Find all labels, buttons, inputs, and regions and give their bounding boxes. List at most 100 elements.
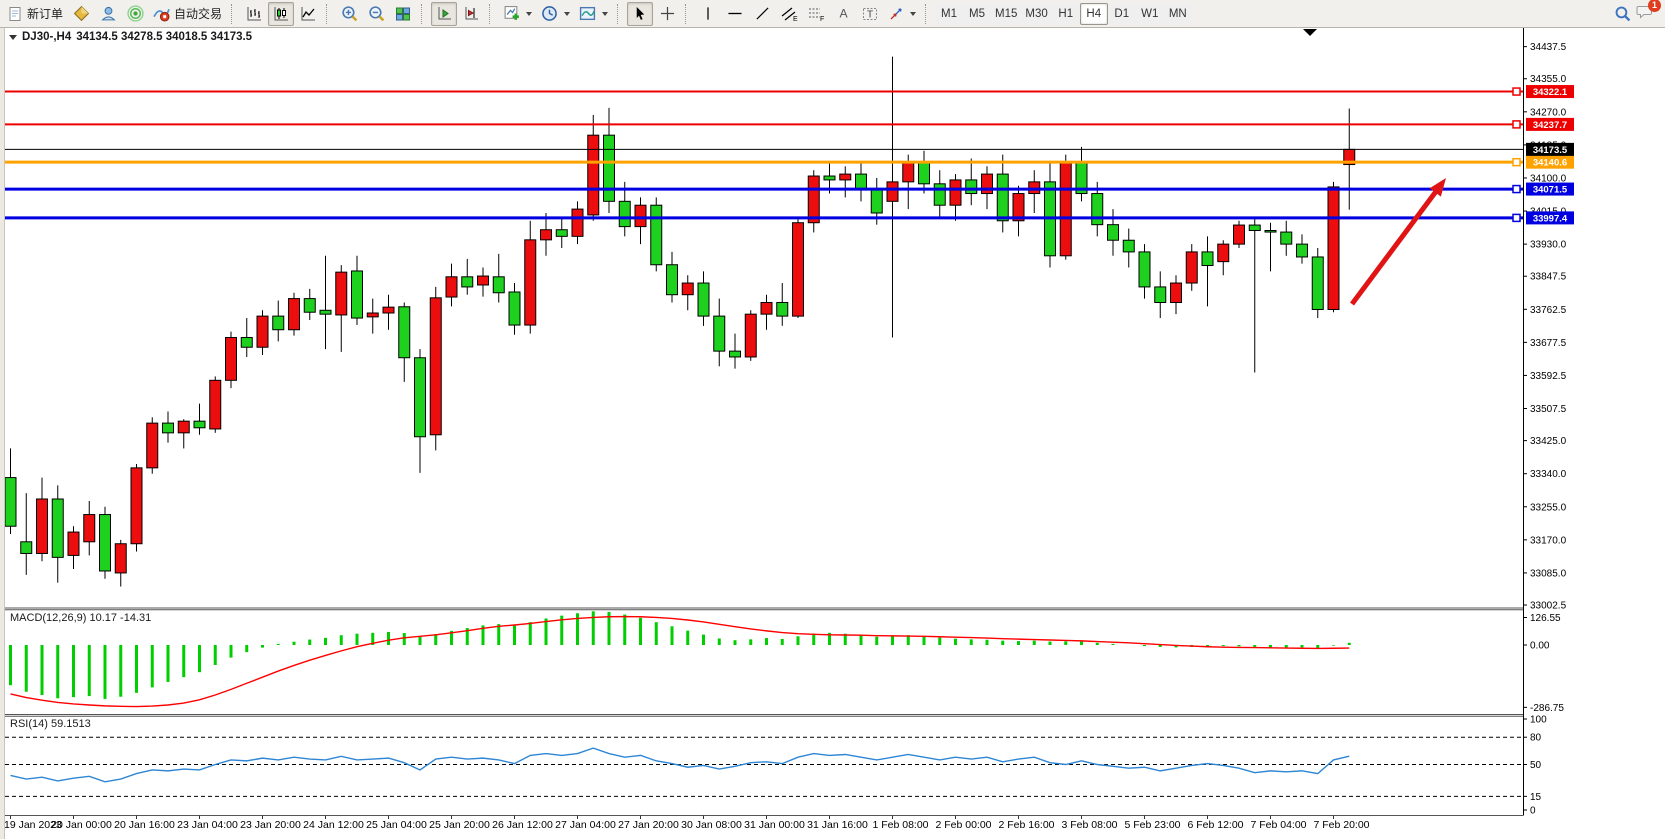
auto-scroll-button[interactable] [431, 1, 458, 26]
bar-chart-type-button[interactable] [241, 2, 267, 26]
indicators-button[interactable] [575, 2, 612, 26]
cursor-tool-button[interactable] [627, 1, 654, 26]
channel-icon: E [781, 7, 798, 22]
candle-body [256, 315, 269, 348]
arrows-icon [890, 7, 902, 19]
candle-body [571, 208, 584, 237]
price-tag [1526, 182, 1574, 196]
auto-trading-button[interactable]: 自动交易 [149, 2, 226, 26]
time-axis-label[interactable]: 5 Feb 23:00 [1124, 819, 1180, 831]
line-anchor-square[interactable] [1512, 184, 1521, 194]
candle-body [902, 161, 915, 183]
time-axis-label[interactable]: 25 Jan 20:00 [429, 819, 490, 831]
timeframe-mn-button[interactable]: MN [1163, 2, 1192, 25]
crosshair-tool-button[interactable] [654, 2, 680, 26]
time-axis-label[interactable]: 6 Feb 12:00 [1187, 819, 1243, 831]
time-axis-label[interactable]: 30 Jan 08:00 [681, 819, 742, 831]
community-button[interactable] [95, 2, 121, 26]
macd-signal-line [10, 615, 1350, 708]
timeframe-h1-button[interactable]: H1 [1051, 2, 1080, 25]
trend-arrow-annotation[interactable] [1349, 187, 1440, 306]
chat-button[interactable]: 1 [1636, 0, 1661, 25]
zoom-out-button[interactable] [363, 2, 389, 26]
timeframe-h4-button[interactable]: H4 [1079, 2, 1108, 25]
timeframe-m15-button[interactable]: M15 [991, 2, 1022, 25]
crosshair-icon [660, 6, 674, 21]
chart-symbol-period: DJ30-,H4 [22, 31, 72, 43]
candle-body [1201, 251, 1214, 267]
fibonacci-tool-button[interactable]: F [803, 2, 829, 26]
time-axis-label[interactable]: 27 Jan 20:00 [618, 819, 679, 831]
chart-ohlc-readout: 34134.5 34278.5 34018.5 34173.5 [76, 31, 253, 43]
time-axis-label[interactable]: 31 Jan 16:00 [807, 819, 868, 831]
line-anchor-square[interactable] [1512, 157, 1521, 167]
toolbar: 新订单 自动交易 [0, 0, 1665, 28]
candle-body [933, 183, 946, 206]
time-axis-label[interactable]: 7 Feb 04:00 [1250, 819, 1306, 831]
toolbar-separator [326, 3, 331, 24]
price-tick-label: 33847.5 [1530, 272, 1567, 283]
candle-body [603, 134, 615, 202]
arrows-tool-button[interactable] [884, 2, 920, 26]
market-depth-button[interactable] [68, 2, 94, 26]
price-tick-label: 33170.0 [1530, 535, 1567, 546]
line-chart-type-button[interactable] [295, 2, 321, 26]
time-axis-label[interactable]: 26 Jan 12:00 [492, 819, 553, 831]
indicator-icon [579, 6, 596, 21]
time-axis-label[interactable]: 3 Feb 08:00 [1061, 819, 1117, 831]
time-axis-label[interactable]: 19 Jan 2023 [4, 819, 62, 831]
time-axis-label[interactable]: 31 Jan 00:00 [744, 819, 805, 831]
vertical-line-tool-button[interactable] [695, 2, 721, 26]
candle-body [36, 498, 48, 554]
time-axis-label[interactable]: 2 Feb 00:00 [935, 819, 991, 831]
macd-tick-label: -286.75 [1530, 703, 1564, 714]
chart-collapse-icon[interactable] [9, 34, 17, 40]
zoom-in-button[interactable] [336, 2, 362, 26]
time-axis-label[interactable]: 1 Feb 08:00 [872, 819, 928, 831]
price-tick-label: 34355.0 [1530, 74, 1567, 85]
window-edge [0, 28, 5, 839]
horizontal-line-tool-button[interactable] [722, 2, 748, 26]
time-axis-label[interactable]: 24 Jan 12:00 [303, 819, 364, 831]
line-anchor-square[interactable] [1512, 120, 1521, 129]
search-button[interactable] [1609, 2, 1635, 26]
candlestick-chart-type-button[interactable] [268, 1, 295, 26]
price-tick-label: 33425.0 [1530, 436, 1567, 447]
period-clock-button[interactable] [537, 2, 574, 26]
candle-body [1091, 193, 1104, 226]
timeframe-m1-button[interactable]: M1 [935, 2, 964, 25]
time-axis-label[interactable]: 20 Jan 16:00 [114, 819, 175, 831]
time-axis-label[interactable]: 27 Jan 04:00 [555, 819, 616, 831]
label-tool-glyph: T [867, 9, 873, 20]
text-label-tool-button[interactable]: T [857, 2, 883, 26]
time-axis-label[interactable]: 7 Feb 20:00 [1313, 819, 1369, 831]
auto-trading-icon [153, 8, 170, 22]
timeframe-m5-button[interactable]: M5 [963, 2, 992, 25]
price-tick-label: 33592.5 [1530, 371, 1567, 382]
timeframe-w1-button[interactable]: W1 [1135, 2, 1164, 25]
text-tool-button[interactable]: A [830, 2, 856, 26]
timeframe-m30-button[interactable]: M30 [1021, 2, 1052, 25]
equidistant-channel-tool-button[interactable]: E [776, 2, 802, 26]
time-axis-label[interactable]: 23 Jan 04:00 [177, 819, 238, 831]
new-order-button[interactable]: 新订单 [3, 2, 67, 26]
candle-body [162, 422, 174, 434]
tile-windows-button[interactable] [390, 2, 416, 26]
new-chart-button[interactable] [499, 2, 536, 26]
toolbar-separator [421, 3, 426, 24]
line-anchor-square[interactable] [1512, 213, 1521, 223]
candle-body [965, 179, 978, 195]
dropdown-caret-icon [910, 11, 917, 16]
time-axis-label[interactable]: 20 Jan 00:00 [51, 819, 112, 831]
candle-body [1185, 251, 1198, 284]
time-axis-label[interactable]: 23 Jan 20:00 [240, 819, 301, 831]
chart-top-marker[interactable] [1303, 29, 1317, 36]
time-axis-label[interactable]: 25 Jan 04:00 [366, 819, 427, 831]
signals-button[interactable] [122, 2, 148, 26]
timeframe-d1-button[interactable]: D1 [1107, 2, 1136, 25]
trendline-tool-button[interactable] [749, 2, 775, 26]
time-axis-label[interactable]: 2 Feb 16:00 [998, 819, 1054, 831]
line-anchor-square[interactable] [1512, 87, 1521, 96]
chart-shift-button[interactable] [458, 2, 484, 26]
